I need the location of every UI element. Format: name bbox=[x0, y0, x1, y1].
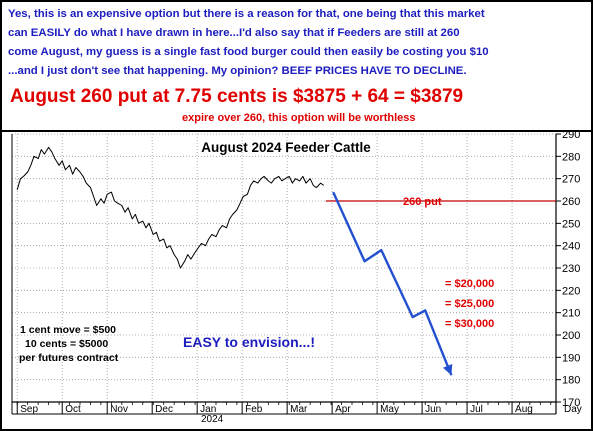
projection-path bbox=[332, 191, 453, 376]
price-series bbox=[16, 146, 325, 269]
put-option-headline: August 260 put at 7.75 cents is $3875 + … bbox=[10, 86, 464, 107]
y-tick-label: 250 bbox=[562, 218, 580, 230]
y-tick-label: 270 bbox=[562, 174, 580, 186]
annotation-cent-move: 1 cent move = $500 bbox=[20, 324, 116, 336]
y-tick-label: 260 bbox=[562, 196, 580, 208]
put-strike-label: 260 put bbox=[403, 196, 442, 208]
expiry-note: expire over 260, this option will be wor… bbox=[182, 112, 416, 124]
x-tick-label: Aug bbox=[515, 404, 533, 415]
commentary-line-1: Yes, this is an expensive option but the… bbox=[8, 8, 485, 20]
commentary-line-4: ...and I just don't see that happening. … bbox=[8, 65, 467, 77]
x-tick-label: May bbox=[380, 404, 399, 415]
annotation-easy: EASY to envision...! bbox=[183, 334, 315, 350]
x-tick-label: Jul bbox=[470, 404, 483, 415]
annotations: = $20,000 = $25,000 = $30,000 EASY to en… bbox=[19, 278, 494, 364]
x-axis-year-label: 2024 bbox=[201, 414, 224, 425]
axes bbox=[11, 133, 561, 415]
y-tick-label: 200 bbox=[562, 330, 580, 342]
x-tick-label: Oct bbox=[65, 404, 81, 415]
y-axis-tick-labels: 170 180 190 200 210 220 230 240 250 260 270 280 290 bbox=[562, 129, 580, 409]
y-tick-label: 220 bbox=[562, 285, 580, 297]
put-strike-line: 260 put bbox=[325, 196, 556, 208]
x-tick-label: Mar bbox=[290, 404, 308, 415]
annotation-25000: = $25,000 bbox=[445, 298, 494, 310]
annotation-30000: = $30,000 bbox=[445, 318, 494, 330]
x-tick-label: Apr bbox=[335, 404, 351, 415]
projection-arrow bbox=[332, 191, 453, 376]
header-divider bbox=[0, 130, 593, 132]
y-tick-label: 210 bbox=[562, 308, 580, 320]
y-tick-label: 240 bbox=[562, 241, 580, 253]
x-tick-label: Sep bbox=[20, 404, 38, 415]
y-tick-label: 280 bbox=[562, 151, 580, 163]
commentary-line-3: come August, my guess is a single fast f… bbox=[8, 46, 489, 58]
x-axis-tick-labels: Sep Oct Nov Dec Jan Feb Mar Apr May Jun Jul Aug Day bbox=[20, 404, 582, 415]
y-tick-label: 230 bbox=[562, 263, 580, 275]
price-line bbox=[16, 146, 325, 269]
commentary-header: Yes, this is an expensive option but the… bbox=[2, 2, 591, 130]
annotation-per-contract: per futures contract bbox=[19, 352, 119, 364]
x-tick-label: Jun bbox=[425, 404, 441, 415]
annotation-20000: = $20,000 bbox=[445, 278, 494, 290]
commentary-line-2: can EASILY do what I have drawn in here.… bbox=[8, 27, 460, 39]
x-tick-label: Dec bbox=[155, 404, 173, 415]
y-tick-label: 190 bbox=[562, 352, 580, 364]
annotation-ten-cents: 10 cents = $5000 bbox=[25, 338, 108, 350]
y-tick-label: 170 bbox=[562, 397, 580, 409]
projection-arrowhead bbox=[443, 364, 453, 376]
y-tick-label: 290 bbox=[562, 129, 580, 141]
chart-title: August 2024 Feeder Cattle bbox=[201, 140, 371, 155]
x-tick-label: Jan bbox=[200, 404, 216, 415]
y-tick-label: 180 bbox=[562, 375, 580, 387]
x-axis-unit-label: Day bbox=[564, 404, 582, 415]
x-tick-label: Feb bbox=[245, 404, 263, 415]
x-tick-label: Nov bbox=[110, 404, 128, 415]
